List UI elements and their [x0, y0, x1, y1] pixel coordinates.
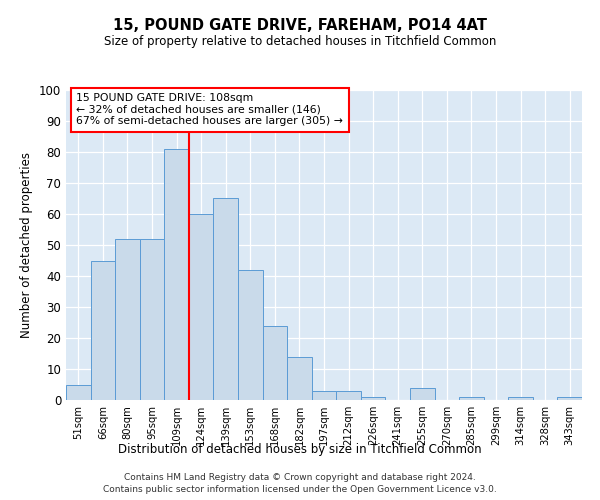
Bar — [336, 390, 361, 400]
Bar — [91, 260, 115, 400]
Bar — [214, 198, 238, 400]
Bar — [189, 214, 214, 400]
Y-axis label: Number of detached properties: Number of detached properties — [20, 152, 34, 338]
Bar — [361, 397, 385, 400]
Bar — [238, 270, 263, 400]
Text: 15, POUND GATE DRIVE, FAREHAM, PO14 4AT: 15, POUND GATE DRIVE, FAREHAM, PO14 4AT — [113, 18, 487, 32]
Bar — [557, 397, 582, 400]
Bar — [115, 239, 140, 400]
Bar — [459, 397, 484, 400]
Text: Contains HM Land Registry data © Crown copyright and database right 2024.: Contains HM Land Registry data © Crown c… — [124, 472, 476, 482]
Text: Distribution of detached houses by size in Titchfield Common: Distribution of detached houses by size … — [118, 442, 482, 456]
Bar — [508, 397, 533, 400]
Bar — [164, 149, 189, 400]
Bar — [66, 384, 91, 400]
Bar — [312, 390, 336, 400]
Bar — [287, 356, 312, 400]
Bar — [263, 326, 287, 400]
Bar — [140, 239, 164, 400]
Text: Contains public sector information licensed under the Open Government Licence v3: Contains public sector information licen… — [103, 485, 497, 494]
Text: Size of property relative to detached houses in Titchfield Common: Size of property relative to detached ho… — [104, 35, 496, 48]
Text: 15 POUND GATE DRIVE: 108sqm
← 32% of detached houses are smaller (146)
67% of se: 15 POUND GATE DRIVE: 108sqm ← 32% of det… — [76, 93, 343, 126]
Bar — [410, 388, 434, 400]
